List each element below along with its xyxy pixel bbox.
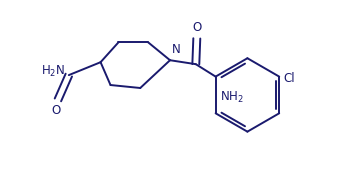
Text: O: O [192, 21, 201, 34]
Text: N: N [172, 43, 181, 56]
Text: H$_2$N: H$_2$N [41, 64, 65, 79]
Text: O: O [51, 104, 61, 117]
Text: Cl: Cl [283, 72, 295, 85]
Text: NH$_2$: NH$_2$ [219, 90, 243, 105]
